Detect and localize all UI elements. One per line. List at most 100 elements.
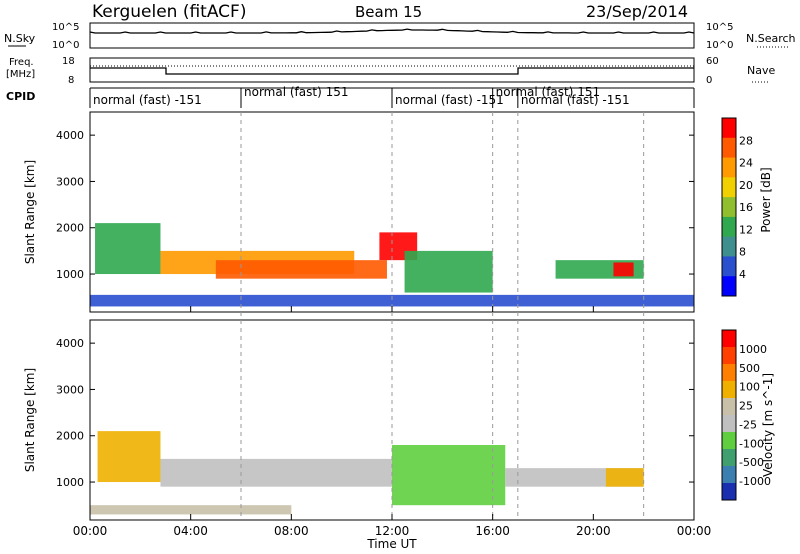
noise-panel-frame bbox=[89, 22, 695, 49]
date-label: 23/Sep/2014 bbox=[586, 2, 688, 21]
colorbar-frame bbox=[721, 117, 737, 297]
noise-right-tick-top: 10^5 bbox=[706, 22, 733, 33]
cpid-segment-label: normal (fast) 151 bbox=[244, 85, 348, 99]
cpid-segment-label: normal (fast) -151 bbox=[395, 93, 504, 107]
scatter-band bbox=[160, 458, 392, 487]
colorbar-swatch bbox=[722, 466, 736, 484]
nave-right-tick-bottom: 0 bbox=[706, 75, 712, 86]
colorbar-tick-label: -25 bbox=[739, 418, 757, 431]
cpid-change-markers bbox=[240, 112, 645, 520]
colorbar-swatch bbox=[722, 330, 736, 348]
freq-panel-frame bbox=[89, 57, 695, 83]
power-ylabel: Slant Range [km] bbox=[23, 160, 37, 264]
scatter-band bbox=[90, 294, 694, 307]
colorbar-swatch bbox=[722, 415, 736, 433]
colorbar-tick-label: 28 bbox=[739, 134, 753, 147]
scatter-band bbox=[215, 260, 387, 279]
colorbar-tick-label: 24 bbox=[739, 157, 753, 170]
colorbar-tick-label: 500 bbox=[739, 362, 760, 375]
y-tick-label: 2000 bbox=[56, 222, 84, 235]
x-tick-label: 00:00 bbox=[677, 524, 712, 538]
colorbar-tick-label: 12 bbox=[739, 223, 753, 236]
velocity-colorbar: 1000 500 100 25 -25 -100 -500 -1000 bbox=[721, 329, 771, 501]
noise-left-tick-bottom: 10^0 bbox=[52, 40, 79, 51]
y-tick-label: 3000 bbox=[56, 175, 84, 188]
scatter-band bbox=[95, 223, 161, 275]
velocity-panel: Slant Range [km] 4000 3000 2000 1000 bbox=[23, 319, 695, 521]
x-tick-label: 00:00 bbox=[73, 524, 108, 538]
colorbar-swatch bbox=[722, 483, 736, 501]
freq-left-tick-top: 18 bbox=[62, 56, 75, 67]
velocity-ylabel: Slant Range [km] bbox=[23, 368, 37, 472]
colorbar-swatch bbox=[722, 432, 736, 450]
colorbar-tick-label: 1000 bbox=[739, 343, 767, 356]
scatter-band bbox=[605, 468, 644, 487]
colorbar-swatch bbox=[722, 449, 736, 467]
scatter-band bbox=[613, 262, 634, 277]
station-title: Kerguelen (fitACF) bbox=[92, 2, 246, 22]
freq-unit-label: [MHz] bbox=[6, 69, 35, 80]
y-tick-label: 4000 bbox=[56, 129, 84, 142]
noise-sky-trace bbox=[89, 28, 695, 34]
noise-left-tick-top: 10^5 bbox=[52, 22, 79, 33]
y-tick-label: 3000 bbox=[56, 383, 84, 396]
nave-right-tick-top: 60 bbox=[706, 56, 719, 67]
colorbar-tick-label: 4 bbox=[739, 268, 746, 281]
colorbar-swatch bbox=[722, 347, 736, 365]
colorbar-swatch bbox=[722, 398, 736, 416]
freq-left-tick-bottom: 8 bbox=[68, 75, 74, 86]
velocity-colorbar-label: Velocity [m s^-1] bbox=[761, 373, 775, 477]
time-axis-label: Time UT bbox=[366, 537, 417, 551]
colorbar-swatch bbox=[722, 256, 736, 277]
beam-label: Beam 15 bbox=[355, 3, 422, 21]
x-tick-label: 16:00 bbox=[475, 524, 510, 538]
power-colorbar: 28 24 20 16 12 8 4 bbox=[721, 117, 753, 297]
colorbar-tick-label: -1000 bbox=[739, 475, 771, 488]
colorbar-tick-label: 8 bbox=[739, 246, 746, 259]
freq-label: Freq. bbox=[9, 57, 34, 68]
x-tick-label: 20:00 bbox=[576, 524, 611, 538]
cpid-segment-label: normal (fast) -151 bbox=[93, 93, 202, 107]
time-axis: 00:00 04:00 08:00 12:00 16:00 20:00 00:00 bbox=[73, 306, 712, 538]
colorbar-tick-label: 20 bbox=[739, 179, 753, 192]
y-tick-label: 1000 bbox=[56, 476, 84, 489]
frequency-trace bbox=[90, 67, 694, 75]
colorbar-tick-label: 25 bbox=[739, 400, 753, 413]
cpid-segment-label: normal (fast) 151 bbox=[496, 85, 600, 99]
colorbar-tick-label: -500 bbox=[739, 456, 764, 469]
colorbar-tick-label: 100 bbox=[739, 381, 760, 394]
noise-right-tick-bottom: 10^0 bbox=[706, 40, 733, 51]
power-panel: Slant Range [km] 4000 3000 2000 1000 bbox=[23, 111, 695, 313]
noise-sky-label: N.Sky bbox=[4, 32, 36, 45]
y-tick-label: 2000 bbox=[56, 430, 84, 443]
colorbar-tick-label: 16 bbox=[739, 201, 753, 214]
colorbar-swatch bbox=[722, 118, 736, 139]
colorbar-swatch bbox=[722, 177, 736, 198]
colorbar-swatch bbox=[722, 364, 736, 382]
x-tick-label: 12:00 bbox=[375, 524, 410, 538]
colorbar-swatch bbox=[722, 197, 736, 218]
colorbar-swatch bbox=[722, 381, 736, 399]
y-tick-label: 4000 bbox=[56, 337, 84, 350]
scatter-band bbox=[97, 431, 161, 483]
nave-label: Nave bbox=[747, 64, 775, 77]
scatter-band bbox=[404, 250, 493, 293]
x-tick-label: 08:00 bbox=[274, 524, 309, 538]
colorbar-frame bbox=[721, 329, 737, 501]
y-tick-label: 1000 bbox=[56, 268, 84, 281]
colorbar-swatch bbox=[722, 276, 736, 297]
x-tick-label: 04:00 bbox=[173, 524, 208, 538]
colorbar-swatch bbox=[722, 137, 736, 159]
noise-search-label: N.Search bbox=[746, 32, 796, 45]
scatter-band bbox=[90, 505, 292, 515]
colorbar-swatch bbox=[722, 236, 736, 257]
power-colorbar-label: Power [dB] bbox=[759, 167, 773, 232]
cpid-segment-label: normal (fast) -151 bbox=[521, 93, 630, 107]
colorbar-tick-label: -100 bbox=[739, 437, 764, 450]
scatter-band bbox=[392, 445, 506, 506]
cpid-label: CPID bbox=[6, 90, 35, 103]
colorbar-swatch bbox=[722, 157, 736, 178]
colorbar-swatch bbox=[722, 216, 736, 238]
